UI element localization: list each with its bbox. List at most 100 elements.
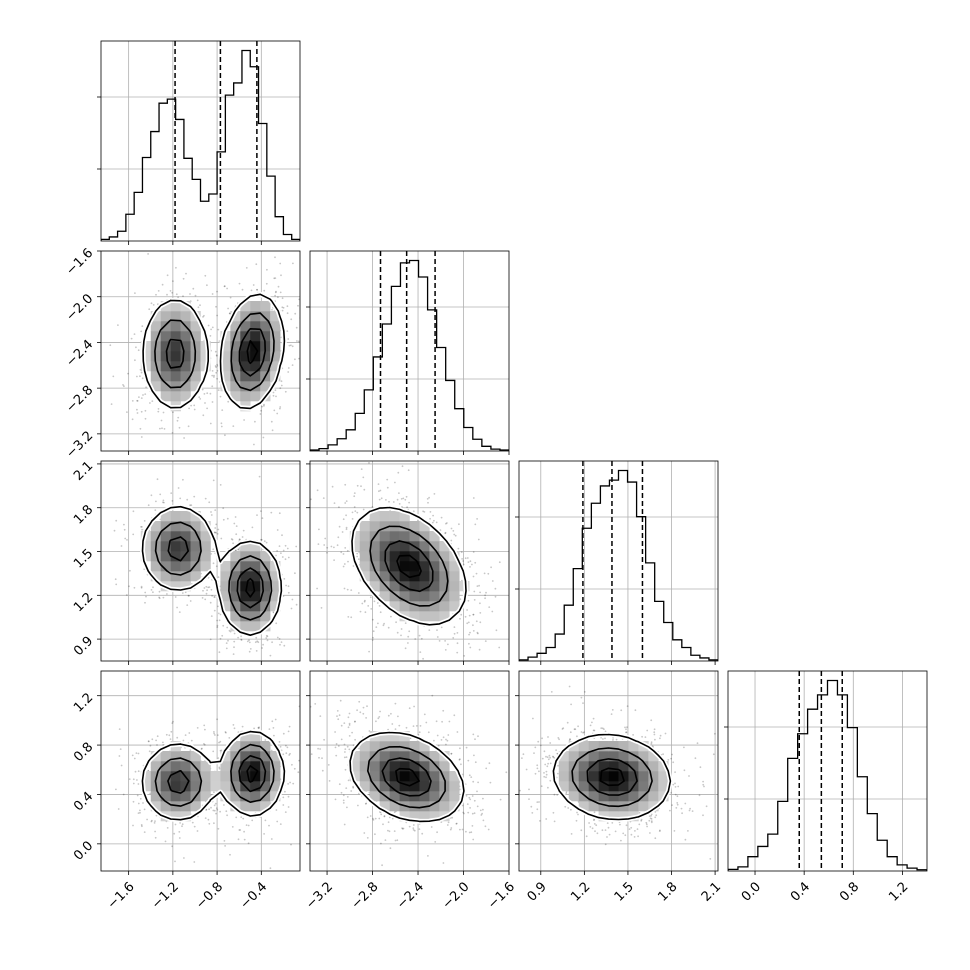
scatter-point: [296, 340, 298, 342]
scatter-point: [376, 602, 379, 604]
scatter-point: [338, 525, 341, 528]
density-cell: [200, 561, 211, 572]
scatter-point: [271, 429, 274, 432]
scatter-point: [178, 426, 181, 429]
density-cell: [190, 361, 201, 372]
scatter-point: [272, 727, 275, 729]
scatter-point: [294, 358, 296, 361]
scatter-point: [263, 403, 265, 406]
scatter-point: [490, 566, 492, 569]
scatter-point: [469, 631, 471, 634]
scatter-point: [148, 750, 151, 753]
scatter-point: [274, 277, 277, 279]
panel-frame: [100, 460, 301, 662]
density-cell: [230, 791, 241, 802]
scatter-point: [150, 494, 153, 497]
scatter-point: [161, 283, 164, 286]
scatter-point: [421, 832, 424, 835]
scatter-point: [212, 809, 215, 812]
scatter-point: [276, 550, 278, 552]
scatter-point: [202, 316, 204, 318]
scatter-point: [238, 829, 241, 831]
scatter-point: [468, 831, 471, 834]
scatter-point: [288, 754, 291, 756]
scatter-point: [215, 812, 217, 815]
scatter-point: [141, 325, 144, 327]
scatter-point: [476, 631, 479, 634]
scatter-point: [383, 815, 386, 817]
density-cell: [160, 541, 171, 552]
scatter-point: [435, 521, 438, 524]
scatter-point: [260, 510, 262, 512]
density-cell: [359, 541, 370, 552]
scatter-point: [374, 833, 376, 836]
density-panel-0-3: [97, 670, 301, 875]
scatter-point: [137, 783, 140, 785]
scatter-point: [203, 587, 206, 589]
density-cell: [250, 591, 261, 602]
scatter-point: [476, 518, 478, 520]
scatter-point: [366, 816, 369, 819]
scatter-point: [280, 641, 283, 643]
density-cell: [200, 791, 211, 802]
scatter-point: [452, 530, 455, 532]
scatter-point: [261, 647, 263, 649]
scatter-point: [182, 295, 184, 298]
scatter-point: [297, 751, 299, 753]
density-cell: [270, 581, 281, 592]
scatter-point: [178, 837, 181, 839]
scatter-point: [276, 636, 279, 639]
density-cell: [270, 791, 281, 802]
scatter-point: [401, 465, 404, 468]
scatter-point: [413, 705, 415, 708]
density-cell: [240, 341, 251, 352]
scatter-point: [253, 727, 256, 730]
scatter-point: [248, 641, 251, 644]
scatter-point: [276, 820, 279, 823]
histogram-step-2: [519, 469, 718, 661]
scatter-point: [190, 404, 193, 407]
scatter-point: [177, 487, 180, 489]
scatter-point: [381, 864, 383, 867]
scatter-point: [460, 763, 462, 766]
scatter-point: [204, 598, 207, 601]
scatter-point: [166, 827, 169, 829]
scatter-point: [351, 518, 354, 520]
scatter-point: [341, 531, 344, 533]
scatter-point: [323, 544, 326, 546]
scatter-point: [150, 302, 153, 305]
scatter-point: [445, 738, 447, 741]
density-cell: [250, 361, 261, 372]
scatter-point: [189, 504, 192, 507]
scatter-point: [261, 517, 264, 520]
density-cell: [170, 361, 181, 372]
scatter-point: [429, 517, 431, 520]
scatter-point: [201, 388, 204, 391]
scatter-point: [118, 755, 121, 757]
scatter-point: [322, 497, 325, 499]
scatter-point: [453, 533, 456, 536]
scatter-point: [123, 523, 125, 526]
density-cell: [230, 371, 241, 382]
density-cell: [200, 761, 211, 772]
scatter-point: [238, 282, 241, 285]
scatter-point: [200, 748, 203, 750]
scatter-point: [368, 650, 370, 653]
scatter-point: [362, 712, 365, 715]
density-cell: [250, 371, 261, 382]
scatter-point: [146, 818, 149, 821]
scatter-point: [372, 819, 375, 821]
scatter-point: [372, 630, 375, 633]
scatter-point: [447, 821, 450, 824]
scatter-point: [364, 803, 367, 805]
scatter-point: [476, 805, 479, 808]
scatter-point: [412, 827, 415, 830]
contour-level-0: [141, 730, 286, 821]
scatter-point: [321, 757, 323, 760]
scatter-point: [371, 618, 374, 621]
density-cell: [140, 551, 152, 562]
scatter-point: [324, 537, 327, 540]
scatter-point: [412, 824, 415, 826]
density-cell: [270, 311, 281, 322]
scatter-point: [279, 643, 281, 646]
